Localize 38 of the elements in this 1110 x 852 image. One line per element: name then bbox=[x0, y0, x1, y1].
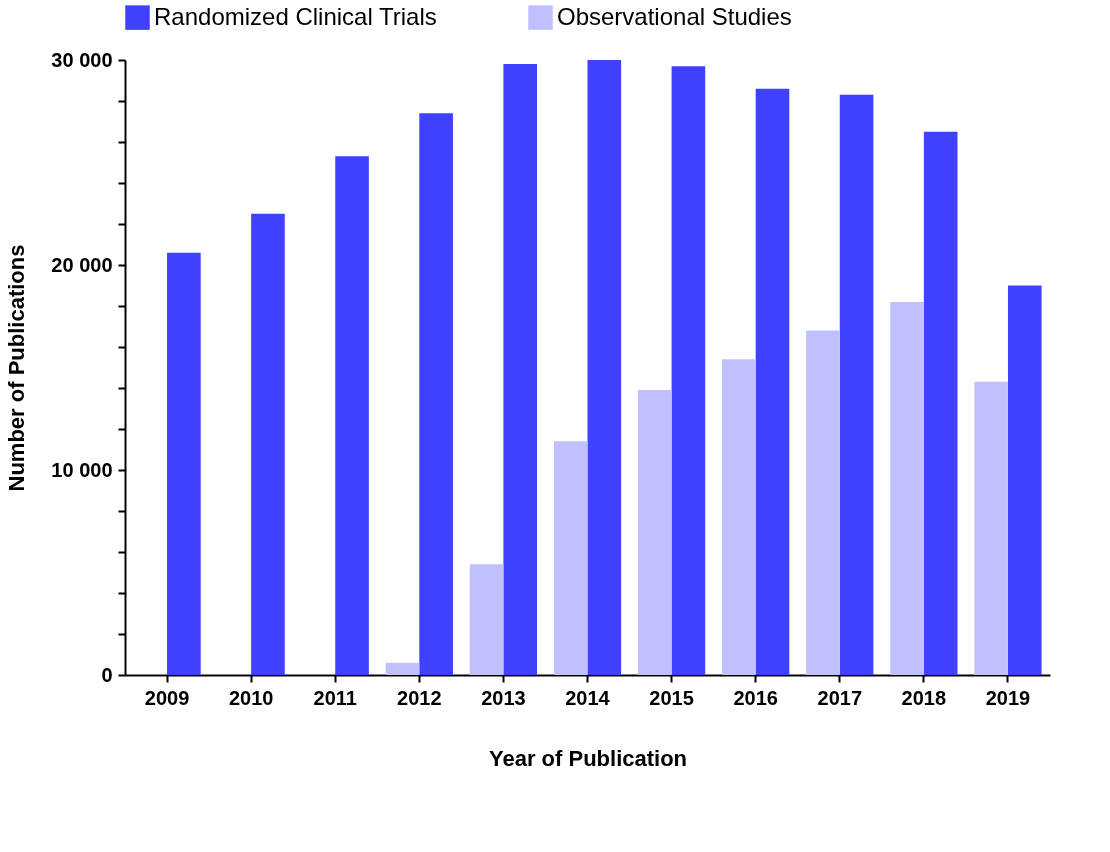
x-tick-label: 2016 bbox=[733, 686, 778, 709]
bar bbox=[671, 66, 706, 675]
x-tick-label: 2012 bbox=[397, 686, 442, 709]
legend-label: Observational Studies bbox=[557, 2, 792, 30]
bar bbox=[923, 131, 958, 675]
x-tick-label: 2014 bbox=[565, 686, 611, 709]
bar bbox=[503, 64, 538, 675]
x-tick-label: 2018 bbox=[901, 686, 947, 709]
y-tick-label: 30 000 bbox=[51, 48, 113, 71]
bar bbox=[335, 156, 369, 675]
y-tick-label: 20 000 bbox=[51, 253, 113, 276]
bar bbox=[553, 441, 588, 675]
bar bbox=[974, 381, 1008, 675]
bar bbox=[839, 94, 874, 675]
x-tick-label: 2015 bbox=[649, 686, 694, 709]
x-tick-label: 2017 bbox=[817, 686, 863, 709]
x-tick-label: 2010 bbox=[228, 686, 274, 709]
y-tick-label: 0 bbox=[101, 663, 113, 686]
bar bbox=[890, 301, 924, 675]
bar bbox=[637, 390, 672, 675]
bar bbox=[167, 252, 201, 675]
x-tick-label: 2013 bbox=[481, 686, 526, 709]
x-axis-title: Year of Publication bbox=[488, 745, 688, 771]
bar bbox=[469, 564, 504, 675]
bar bbox=[755, 88, 790, 675]
y-axis-title: Number of Publications bbox=[4, 244, 30, 492]
x-tick-label: 2011 bbox=[313, 686, 357, 709]
bar bbox=[1007, 285, 1042, 675]
bar bbox=[806, 330, 840, 675]
bar bbox=[385, 662, 420, 675]
x-tick-label: 2019 bbox=[985, 686, 1031, 709]
x-tick-label: 2009 bbox=[144, 686, 190, 709]
legend-label: Randomized Clinical Trials bbox=[154, 2, 437, 30]
y-tick-label: 10 000 bbox=[51, 458, 113, 481]
bar bbox=[587, 60, 622, 675]
bar bbox=[251, 213, 285, 675]
bar bbox=[419, 113, 453, 675]
bar bbox=[722, 359, 756, 675]
